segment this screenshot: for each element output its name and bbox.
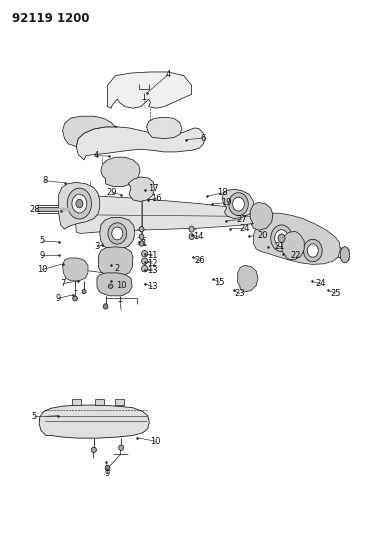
Ellipse shape bbox=[189, 233, 194, 239]
Ellipse shape bbox=[105, 465, 110, 471]
Polygon shape bbox=[282, 231, 304, 260]
Polygon shape bbox=[76, 127, 205, 160]
Ellipse shape bbox=[72, 195, 87, 213]
Text: 2: 2 bbox=[115, 264, 120, 272]
Ellipse shape bbox=[303, 239, 322, 262]
Text: 6: 6 bbox=[201, 134, 206, 142]
Text: 4: 4 bbox=[93, 151, 99, 160]
Text: 4: 4 bbox=[165, 70, 171, 79]
Text: 9: 9 bbox=[55, 294, 61, 303]
Text: 28: 28 bbox=[30, 205, 41, 214]
Text: 5: 5 bbox=[39, 237, 45, 245]
Ellipse shape bbox=[139, 241, 144, 246]
Text: 13: 13 bbox=[147, 266, 158, 275]
Text: 21: 21 bbox=[274, 242, 285, 251]
Polygon shape bbox=[222, 189, 253, 219]
Text: 19: 19 bbox=[221, 198, 231, 207]
Ellipse shape bbox=[278, 234, 285, 243]
Text: 7: 7 bbox=[61, 279, 66, 288]
Ellipse shape bbox=[108, 223, 127, 244]
Polygon shape bbox=[59, 182, 100, 229]
Polygon shape bbox=[253, 213, 340, 264]
Ellipse shape bbox=[340, 247, 350, 263]
Text: 18: 18 bbox=[217, 189, 228, 197]
Polygon shape bbox=[95, 399, 104, 405]
Ellipse shape bbox=[139, 234, 144, 239]
Polygon shape bbox=[63, 116, 117, 147]
Text: 22: 22 bbox=[290, 251, 300, 260]
Ellipse shape bbox=[142, 265, 148, 272]
Text: 27: 27 bbox=[236, 215, 247, 224]
Text: 9: 9 bbox=[105, 469, 110, 478]
Polygon shape bbox=[63, 258, 88, 281]
Ellipse shape bbox=[91, 447, 97, 453]
Ellipse shape bbox=[307, 244, 318, 257]
Ellipse shape bbox=[103, 304, 108, 309]
Ellipse shape bbox=[112, 227, 123, 240]
Ellipse shape bbox=[67, 188, 91, 219]
Text: 14: 14 bbox=[194, 232, 204, 241]
Text: 17: 17 bbox=[148, 184, 159, 192]
Ellipse shape bbox=[275, 230, 288, 247]
Polygon shape bbox=[97, 273, 132, 296]
Ellipse shape bbox=[73, 296, 77, 301]
Text: 12: 12 bbox=[147, 259, 158, 268]
Polygon shape bbox=[101, 157, 140, 187]
Text: 5: 5 bbox=[32, 413, 37, 421]
Text: 8: 8 bbox=[42, 176, 48, 185]
Polygon shape bbox=[72, 399, 81, 405]
Polygon shape bbox=[128, 177, 154, 201]
Text: 10: 10 bbox=[151, 437, 161, 446]
Ellipse shape bbox=[108, 284, 113, 288]
Text: 24: 24 bbox=[316, 279, 326, 288]
Ellipse shape bbox=[76, 199, 83, 208]
Ellipse shape bbox=[189, 227, 194, 232]
Text: 11: 11 bbox=[147, 252, 158, 260]
Polygon shape bbox=[100, 217, 135, 249]
Text: 10: 10 bbox=[116, 281, 126, 289]
Text: 13: 13 bbox=[147, 282, 158, 291]
Ellipse shape bbox=[142, 258, 148, 264]
Polygon shape bbox=[147, 117, 182, 139]
Text: 24: 24 bbox=[239, 224, 249, 232]
Text: 3: 3 bbox=[94, 243, 100, 251]
Text: 15: 15 bbox=[215, 278, 225, 287]
Text: 92119 1200: 92119 1200 bbox=[12, 12, 89, 25]
Ellipse shape bbox=[233, 197, 244, 211]
Ellipse shape bbox=[119, 445, 124, 450]
Ellipse shape bbox=[142, 251, 148, 257]
Text: 25: 25 bbox=[330, 289, 341, 297]
Polygon shape bbox=[99, 247, 133, 276]
Text: 10: 10 bbox=[37, 265, 47, 274]
Text: 16: 16 bbox=[151, 194, 162, 203]
Polygon shape bbox=[108, 72, 192, 108]
Polygon shape bbox=[115, 399, 124, 405]
Ellipse shape bbox=[82, 289, 86, 294]
Text: 29: 29 bbox=[106, 189, 117, 197]
Text: 26: 26 bbox=[195, 256, 206, 265]
Text: 20: 20 bbox=[258, 231, 268, 240]
Ellipse shape bbox=[139, 227, 144, 232]
Text: 23: 23 bbox=[235, 289, 246, 298]
Polygon shape bbox=[250, 203, 273, 230]
Polygon shape bbox=[39, 405, 149, 438]
Polygon shape bbox=[238, 265, 258, 292]
Ellipse shape bbox=[229, 193, 248, 216]
Text: 9: 9 bbox=[39, 252, 45, 260]
Text: 1: 1 bbox=[141, 239, 147, 248]
Ellipse shape bbox=[271, 225, 292, 252]
Polygon shape bbox=[75, 196, 258, 233]
